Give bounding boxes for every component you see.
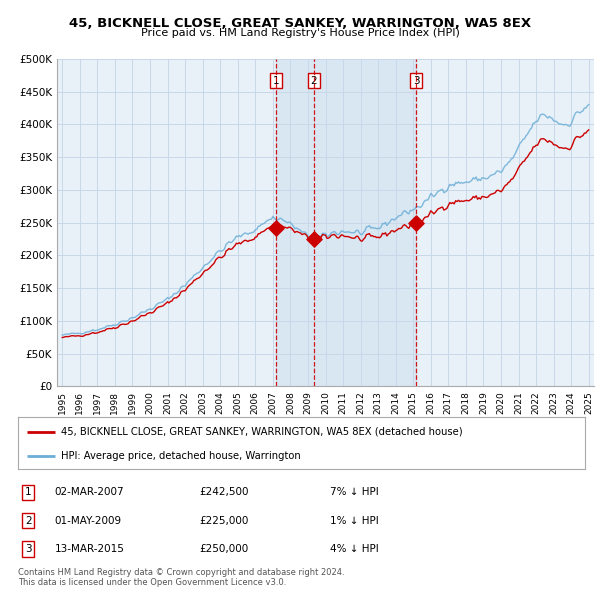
Text: £250,000: £250,000 [199, 544, 248, 554]
Text: 02-MAR-2007: 02-MAR-2007 [55, 487, 124, 497]
Text: £242,500: £242,500 [199, 487, 249, 497]
Text: 01-MAY-2009: 01-MAY-2009 [55, 516, 122, 526]
Text: 3: 3 [413, 76, 419, 86]
Text: 1: 1 [25, 487, 32, 497]
Text: 2: 2 [25, 516, 32, 526]
Text: 13-MAR-2015: 13-MAR-2015 [55, 544, 125, 554]
Text: £225,000: £225,000 [199, 516, 249, 526]
Text: HPI: Average price, detached house, Warrington: HPI: Average price, detached house, Warr… [61, 451, 300, 461]
Text: Contains HM Land Registry data © Crown copyright and database right 2024.: Contains HM Land Registry data © Crown c… [18, 568, 344, 576]
Text: 7% ↓ HPI: 7% ↓ HPI [330, 487, 379, 497]
Text: 2: 2 [310, 76, 317, 86]
Bar [276, 59, 416, 386]
Point [271, 223, 281, 232]
Text: 3: 3 [25, 544, 32, 554]
Text: 45, BICKNELL CLOSE, GREAT SANKEY, WARRINGTON, WA5 8EX (detached house): 45, BICKNELL CLOSE, GREAT SANKEY, WARRIN… [61, 427, 462, 437]
Text: 45, BICKNELL CLOSE, GREAT SANKEY, WARRINGTON, WA5 8EX: 45, BICKNELL CLOSE, GREAT SANKEY, WARRIN… [69, 17, 531, 30]
Text: 1: 1 [272, 76, 279, 86]
Point [412, 218, 421, 228]
Text: 1% ↓ HPI: 1% ↓ HPI [330, 516, 379, 526]
Point [309, 234, 319, 244]
Text: Price paid vs. HM Land Registry's House Price Index (HPI): Price paid vs. HM Land Registry's House … [140, 28, 460, 38]
Text: 4% ↓ HPI: 4% ↓ HPI [330, 544, 379, 554]
Text: This data is licensed under the Open Government Licence v3.0.: This data is licensed under the Open Gov… [18, 578, 286, 587]
